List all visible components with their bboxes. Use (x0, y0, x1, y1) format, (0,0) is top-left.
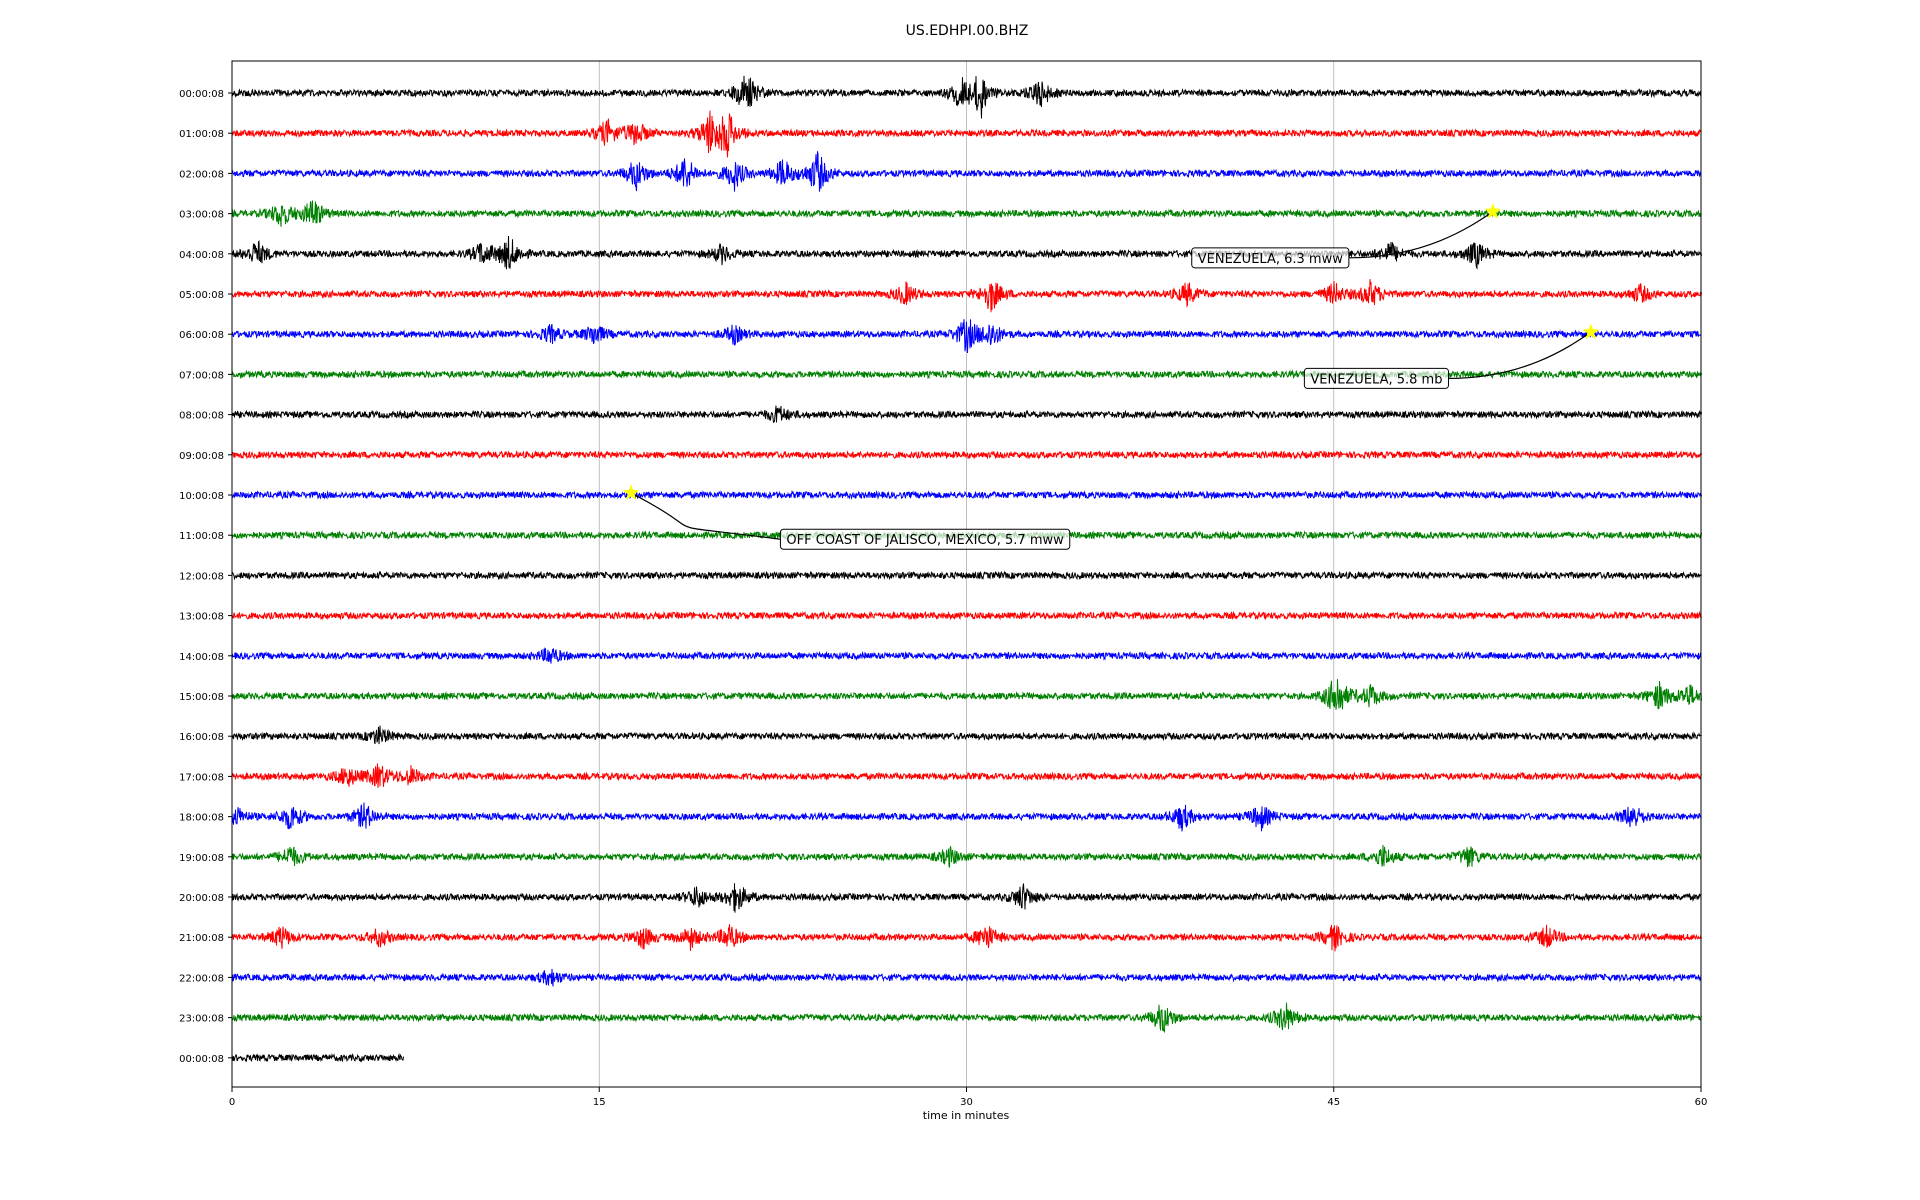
x-tick-label: 60 (1695, 1097, 1708, 1108)
trace-line (231, 763, 1702, 788)
y-tick-label: 17:00:08 (179, 772, 224, 783)
y-tick-label: 03:00:08 (179, 210, 224, 221)
trace-line (231, 570, 1702, 581)
event-star-icon (1484, 202, 1502, 219)
trace-line (231, 725, 1702, 745)
trace-line (231, 647, 1702, 664)
trace-line (231, 1052, 404, 1063)
annotation-leader (630, 492, 781, 540)
x-tick-label: 0 (229, 1097, 235, 1108)
event-star-icon (1582, 323, 1600, 340)
y-tick-label: 10:00:08 (179, 491, 224, 502)
trace-line (231, 610, 1702, 621)
annotation-leader (1348, 211, 1494, 259)
y-tick-label: 02:00:08 (179, 169, 224, 180)
trace-line (231, 844, 1702, 868)
y-tick-label: 01:00:08 (179, 129, 224, 140)
y-tick-label: 22:00:08 (179, 973, 224, 984)
trace-line (231, 75, 1702, 119)
trace-line (231, 802, 1702, 832)
y-tick-label: 13:00:08 (179, 612, 224, 623)
y-tick-label: 21:00:08 (179, 933, 224, 944)
x-tick-label: 15 (593, 1097, 606, 1108)
chart-title: US.EDHPI.00.BHZ (906, 23, 1029, 39)
y-tick-label: 00:00:08 (179, 89, 224, 100)
y-tick-label: 23:00:08 (179, 1014, 224, 1025)
trace-line (231, 883, 1702, 913)
y-tick-labels: 00:00:08 01:00:08 02:00:08 03:00:08 04:00:08… (179, 89, 232, 1065)
trace-line (231, 279, 1702, 313)
trace-line (231, 679, 1702, 710)
y-tick-label: 05:00:08 (179, 290, 224, 301)
trace-line (231, 968, 1702, 987)
trace-line (231, 924, 1702, 952)
y-tick-label: 15:00:08 (179, 692, 224, 703)
trace-line (231, 1002, 1702, 1033)
trace-line (231, 405, 1702, 424)
annotation-leader (1448, 331, 1592, 380)
annotation-label: OFF COAST OF JALISCO, MEXICO, 5.7 mww (786, 533, 1064, 548)
x-tick-label: 45 (1327, 1097, 1340, 1108)
annotation-label: VENEZUELA, 5.8 mb (1310, 372, 1442, 387)
y-tick-label: 08:00:08 (179, 411, 224, 422)
y-tick-label: 09:00:08 (179, 451, 224, 462)
trace-group (231, 75, 1702, 1063)
trace-line (231, 449, 1702, 460)
y-tick-label: 07:00:08 (179, 370, 224, 381)
y-tick-label: 04:00:08 (179, 250, 224, 261)
trace-line (231, 200, 1702, 227)
trace-line (231, 319, 1702, 354)
x-axis-label: time in minutes (923, 1109, 1010, 1122)
trace-line (231, 489, 1702, 501)
trace-line (231, 235, 1702, 270)
x-ticks: 0 15 30 45 60 (229, 1087, 1708, 1108)
y-tick-label: 16:00:08 (179, 732, 224, 743)
annotation-group: VENEZUELA, 6.3 mww VENEZUELA, 5.8 mb OFF C… (622, 202, 1600, 550)
x-tick-label: 30 (960, 1097, 973, 1108)
y-tick-label: 14:00:08 (179, 652, 224, 663)
y-tick-label: 18:00:08 (179, 813, 224, 824)
annotation-label: VENEZUELA, 6.3 mww (1198, 252, 1343, 267)
y-tick-label: 11:00:08 (179, 531, 224, 542)
y-tick-label: 12:00:08 (179, 571, 224, 582)
y-tick-label: 20:00:08 (179, 893, 224, 904)
y-tick-label: 00:00:08 (179, 1054, 224, 1065)
trace-line (231, 151, 1702, 192)
event-star-icon (622, 484, 640, 501)
y-tick-label: 06:00:08 (179, 330, 224, 341)
trace-line (231, 369, 1702, 380)
trace-line (231, 110, 1702, 158)
y-tick-label: 19:00:08 (179, 853, 224, 864)
